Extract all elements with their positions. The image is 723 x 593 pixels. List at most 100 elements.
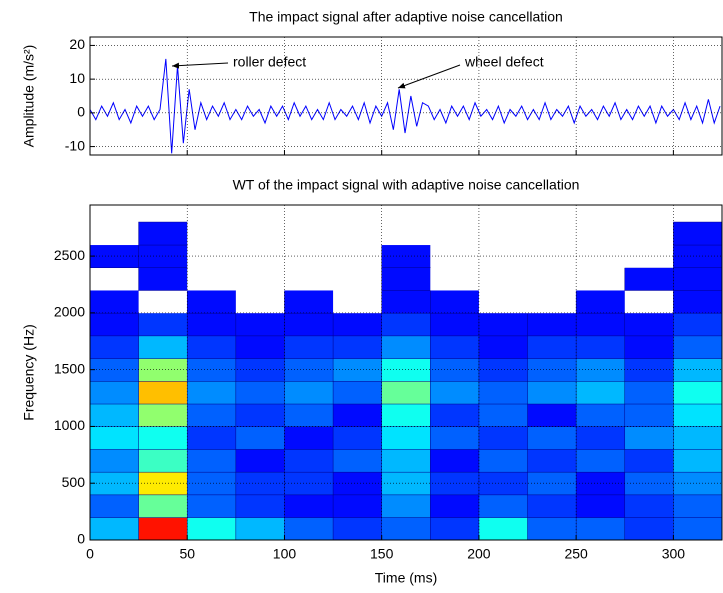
heat-cell: [673, 335, 722, 359]
heat-cell: [624, 244, 674, 268]
heat-cell: [186, 426, 237, 450]
heat-cell: [381, 380, 431, 405]
heat-cell: [90, 289, 140, 314]
heat-cell: [624, 426, 674, 450]
heat-cell: [186, 448, 237, 473]
annotation: roller defect: [233, 54, 306, 70]
heat-cell: [332, 517, 383, 540]
heat-cell: [673, 267, 722, 291]
heat-cell: [138, 335, 188, 359]
heat-cell: [430, 289, 480, 314]
heat-cell: [284, 222, 334, 246]
heat-cell: [186, 517, 237, 540]
heat-cell: [235, 312, 286, 337]
heat-cell: [138, 290, 188, 314]
heat-cell: [527, 335, 577, 359]
heat-cell: [575, 517, 626, 540]
y-tick-label: 1000: [54, 417, 85, 433]
heat-cell: [235, 267, 285, 291]
heat-cell: [284, 494, 334, 518]
heat-cell: [430, 267, 480, 291]
heat-cell: [284, 448, 334, 473]
heat-cell: [381, 289, 431, 314]
heat-cell: [235, 222, 285, 246]
heat-cell: [235, 517, 286, 540]
heat-cell: [138, 312, 188, 337]
heat-cell: [575, 312, 626, 337]
heat-cell: [430, 312, 480, 337]
x-axis-label: Time (ms): [375, 570, 437, 586]
heat-cell: [624, 448, 674, 473]
heat-cell: [235, 448, 286, 473]
plot-area: [90, 221, 722, 540]
heat-cell: [235, 426, 286, 450]
heat-cell: [90, 312, 140, 337]
heat-cell: [284, 380, 334, 405]
heat-cell: [138, 494, 188, 518]
heat-cell: [624, 222, 674, 246]
heat-cell: [673, 494, 722, 518]
heat-cell: [138, 426, 188, 450]
heat-cell: [235, 335, 286, 359]
heat-cell: [284, 517, 334, 540]
heat-cell: [138, 448, 188, 473]
heat-cell: [90, 380, 140, 405]
heat-cell: [90, 335, 140, 359]
heat-cell: [673, 426, 722, 450]
heat-cell: [673, 289, 722, 314]
y-tick-label: 1500: [54, 360, 85, 376]
heat-cell: [186, 494, 237, 518]
heat-cell: [527, 222, 577, 246]
heat-cell: [673, 448, 722, 473]
heat-cell: [527, 403, 577, 427]
heat-cell: [624, 494, 674, 518]
plot-area: [90, 58, 721, 154]
heat-cell: [381, 448, 431, 473]
heat-cell: [381, 222, 431, 246]
heat-cell: [527, 448, 577, 473]
y-tick-label: 2000: [54, 304, 85, 320]
heat-cell: [90, 267, 139, 291]
heat-cell: [138, 517, 188, 540]
heat-cell: [333, 290, 382, 314]
axes-frame: [89, 204, 723, 541]
heat-cell: [478, 448, 529, 473]
heat-cell: [90, 448, 140, 473]
y-tick-label: -10: [65, 137, 85, 153]
heat-cell: [478, 380, 529, 405]
chart-title: WT of the impact signal with adaptive no…: [233, 177, 580, 193]
heat-cell: [478, 426, 529, 450]
heat-cell: [332, 312, 383, 337]
heat-cell: [575, 403, 626, 427]
heat-cell: [381, 335, 431, 359]
heat-cell: [673, 517, 722, 540]
heat-cell: [284, 312, 334, 337]
heat-cell: [186, 335, 237, 359]
heat-cell: [186, 380, 237, 405]
heat-cell: [624, 267, 674, 291]
heat-cell: [186, 312, 237, 337]
heat-cell: [478, 335, 529, 359]
annotation-arrow: [397, 64, 461, 89]
heat-cell: [430, 335, 480, 359]
heat-cell: [381, 267, 431, 291]
heat-cell: [430, 380, 480, 405]
heat-cell: [576, 267, 626, 291]
heat-cell: [624, 380, 674, 405]
heat-cell: [187, 222, 237, 246]
heat-cell: [478, 312, 529, 337]
heat-cell: [187, 244, 237, 268]
heat-cell: [527, 312, 577, 337]
heat-cell: [624, 517, 674, 540]
heat-cell: [284, 335, 334, 359]
heat-cell: [478, 494, 529, 518]
signal-line: [90, 58, 721, 154]
x-tick-label: 150: [370, 546, 394, 562]
heat-cell: [332, 335, 383, 359]
heat-cell: [381, 312, 431, 337]
heat-cell: [478, 244, 528, 268]
heat-cell: [332, 380, 383, 405]
heat-cell: [332, 426, 383, 450]
heat-cell: [576, 222, 626, 246]
chart-title: The impact signal after adaptive noise c…: [249, 9, 563, 25]
